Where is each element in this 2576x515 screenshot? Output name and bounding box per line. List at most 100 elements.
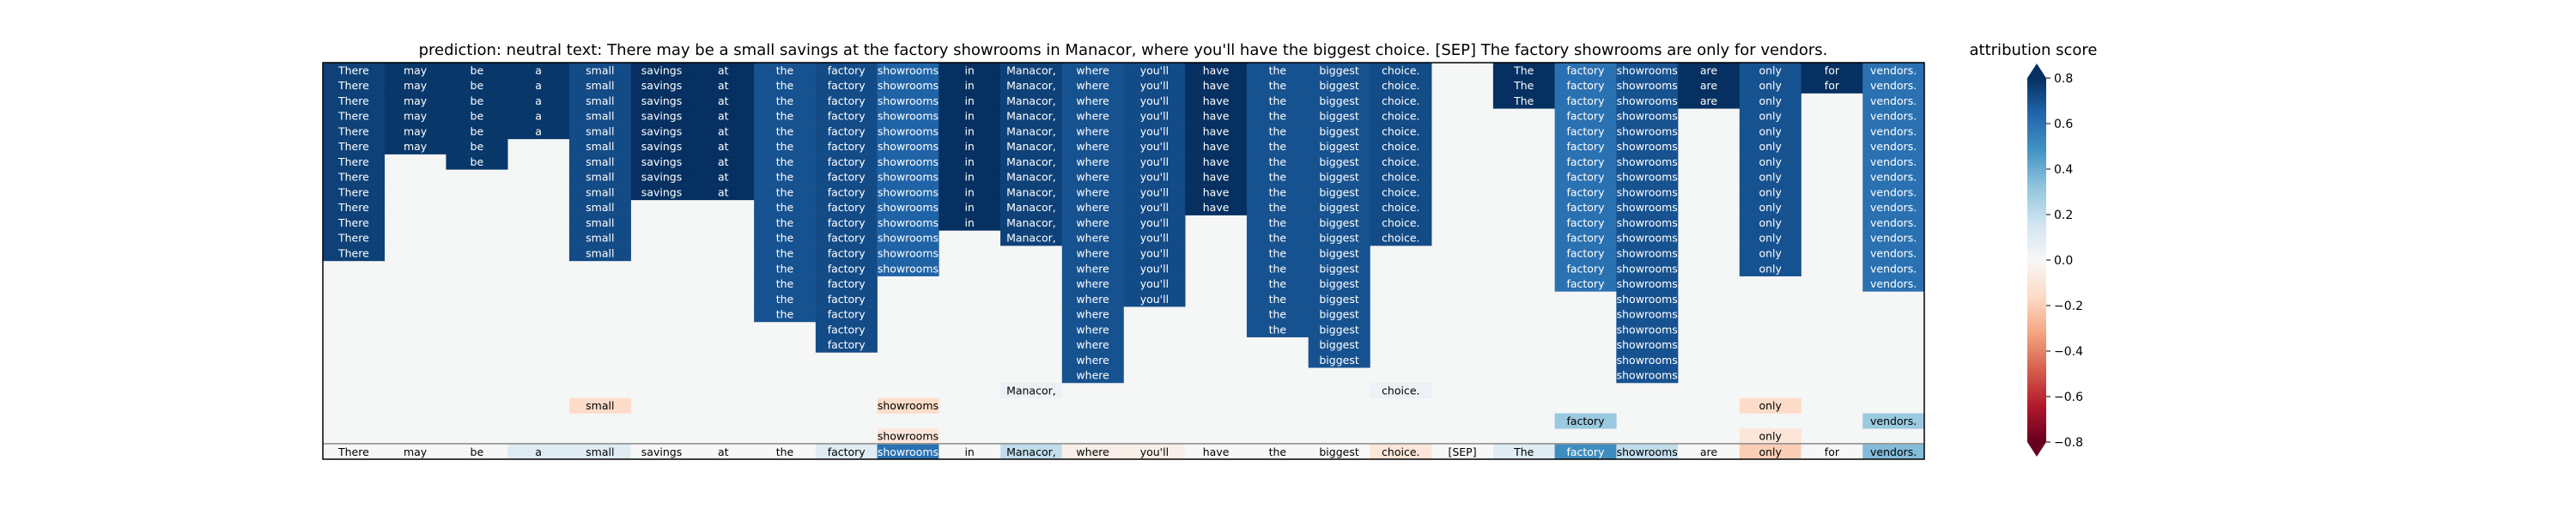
cell-label: may [404,110,428,123]
heatmap-cell [754,230,817,246]
heatmap-cell [939,199,1001,215]
cell-label: the [776,262,794,275]
heatmap-cell [1246,154,1309,170]
heatmap-cell [384,124,447,140]
cell-label: factory [1566,185,1605,198]
heatmap-cell [754,108,817,124]
heatmap-cell-summary [446,444,508,460]
cell-label: the [776,171,794,184]
heatmap-cell [1862,215,1925,231]
heatmap-cell [1123,230,1186,246]
heatmap-cell [939,215,1001,231]
heatmap-cell [507,124,570,140]
heatmap-cell [1308,291,1370,307]
cell-label: showrooms [1617,308,1678,321]
cell-label: vendors. [1870,201,1917,214]
heatmap-cell [754,276,817,292]
cell-label: small [586,64,614,76]
cell-label: showrooms [1617,171,1678,184]
cell-label: be [471,64,484,76]
cell-label-summary: vendors. [1870,445,1917,458]
cell-label: factory [828,140,866,153]
heatmap-cell [446,124,508,140]
cell-label-summary: for [1825,445,1840,458]
cell-label: showrooms [1617,247,1678,260]
heatmap-cell [1061,185,1124,201]
heatmap-cell [1308,321,1370,337]
heatmap-cell [1308,245,1370,262]
cell-label: you'll [1140,124,1169,137]
heatmap-cell [1000,199,1063,215]
heatmap-cell [1061,367,1124,384]
heatmap-area: ThereThereThereThereThereThereThereThere… [323,63,1925,460]
heatmap-cell [754,169,817,185]
heatmap-cell [1246,291,1309,307]
cell-label: factory [828,293,866,306]
heatmap-cell [323,230,386,246]
cell-label: factory [1566,415,1605,427]
cell-label-summary: savings [641,445,682,458]
heatmap-cell [1616,138,1679,154]
heatmap-cell [754,260,817,276]
heatmap-cell [1739,397,1801,414]
cell-label: showrooms [1617,277,1678,290]
heatmap-cell [1370,77,1432,94]
heatmap-cell [323,199,386,215]
heatmap-cell [384,108,447,124]
cell-label: at [718,79,729,92]
cell-label: where [1076,216,1109,229]
heatmap-cell [1554,124,1617,140]
heatmap-cell [1554,185,1617,201]
cell-label: the [1269,124,1287,137]
heatmap-cell [754,77,817,94]
cell-label: have [1203,124,1230,137]
cell-label: you'll [1140,293,1169,306]
cell-label: vendors. [1870,232,1917,245]
heatmap-cell-summary [384,444,447,460]
heatmap-cell [1061,291,1124,307]
cell-label: factory [828,79,866,92]
cell-label: Manacor, [1006,94,1056,107]
cell-label: at [718,110,729,123]
cell-label: the [776,247,794,260]
colorbar-tick-label: 0.6 [2054,118,2073,131]
heatmap-cell [815,185,878,201]
cell-label-summary: the [776,445,794,458]
cell-label: There [337,247,369,260]
heatmap-cell [1185,124,1248,140]
cell-label: you'll [1140,171,1169,184]
cell-label: the [776,293,794,306]
cell-label: vendors. [1870,216,1917,229]
cell-label: you'll [1140,277,1169,290]
heatmap-cell [1616,291,1679,307]
heatmap-cell [815,245,878,262]
cell-label: only [1759,430,1782,443]
cell-label: may [404,94,428,107]
heatmap-cell [1739,63,1801,79]
cell-label: where [1076,247,1109,260]
heatmap-cell [630,93,693,109]
cell-label: showrooms [878,64,939,76]
cell-label: choice. [1382,201,1419,214]
cell-label: showrooms [878,262,939,275]
cell-label: showrooms [878,171,939,184]
heatmap-cell [1739,77,1801,94]
heatmap-cell [1308,108,1370,124]
heatmap-cell [568,215,631,231]
cell-label: only [1759,232,1782,245]
cell-label: choice. [1382,155,1419,168]
cell-label: biggest [1319,293,1358,306]
heatmap-cell [1123,93,1186,109]
heatmap-cell [384,77,447,94]
heatmap-cell [1616,199,1679,215]
heatmap-cell [1061,108,1124,124]
cell-label: only [1759,399,1782,412]
cell-label: where [1076,155,1109,168]
cell-label: you'll [1140,155,1169,168]
heatmap-cell [568,169,631,185]
cell-label: Manacor, [1006,140,1056,153]
cell-label: showrooms [1617,354,1678,367]
cell-label: showrooms [1617,155,1678,168]
cell-label: There [337,79,369,92]
heatmap-cell [1862,93,1925,109]
